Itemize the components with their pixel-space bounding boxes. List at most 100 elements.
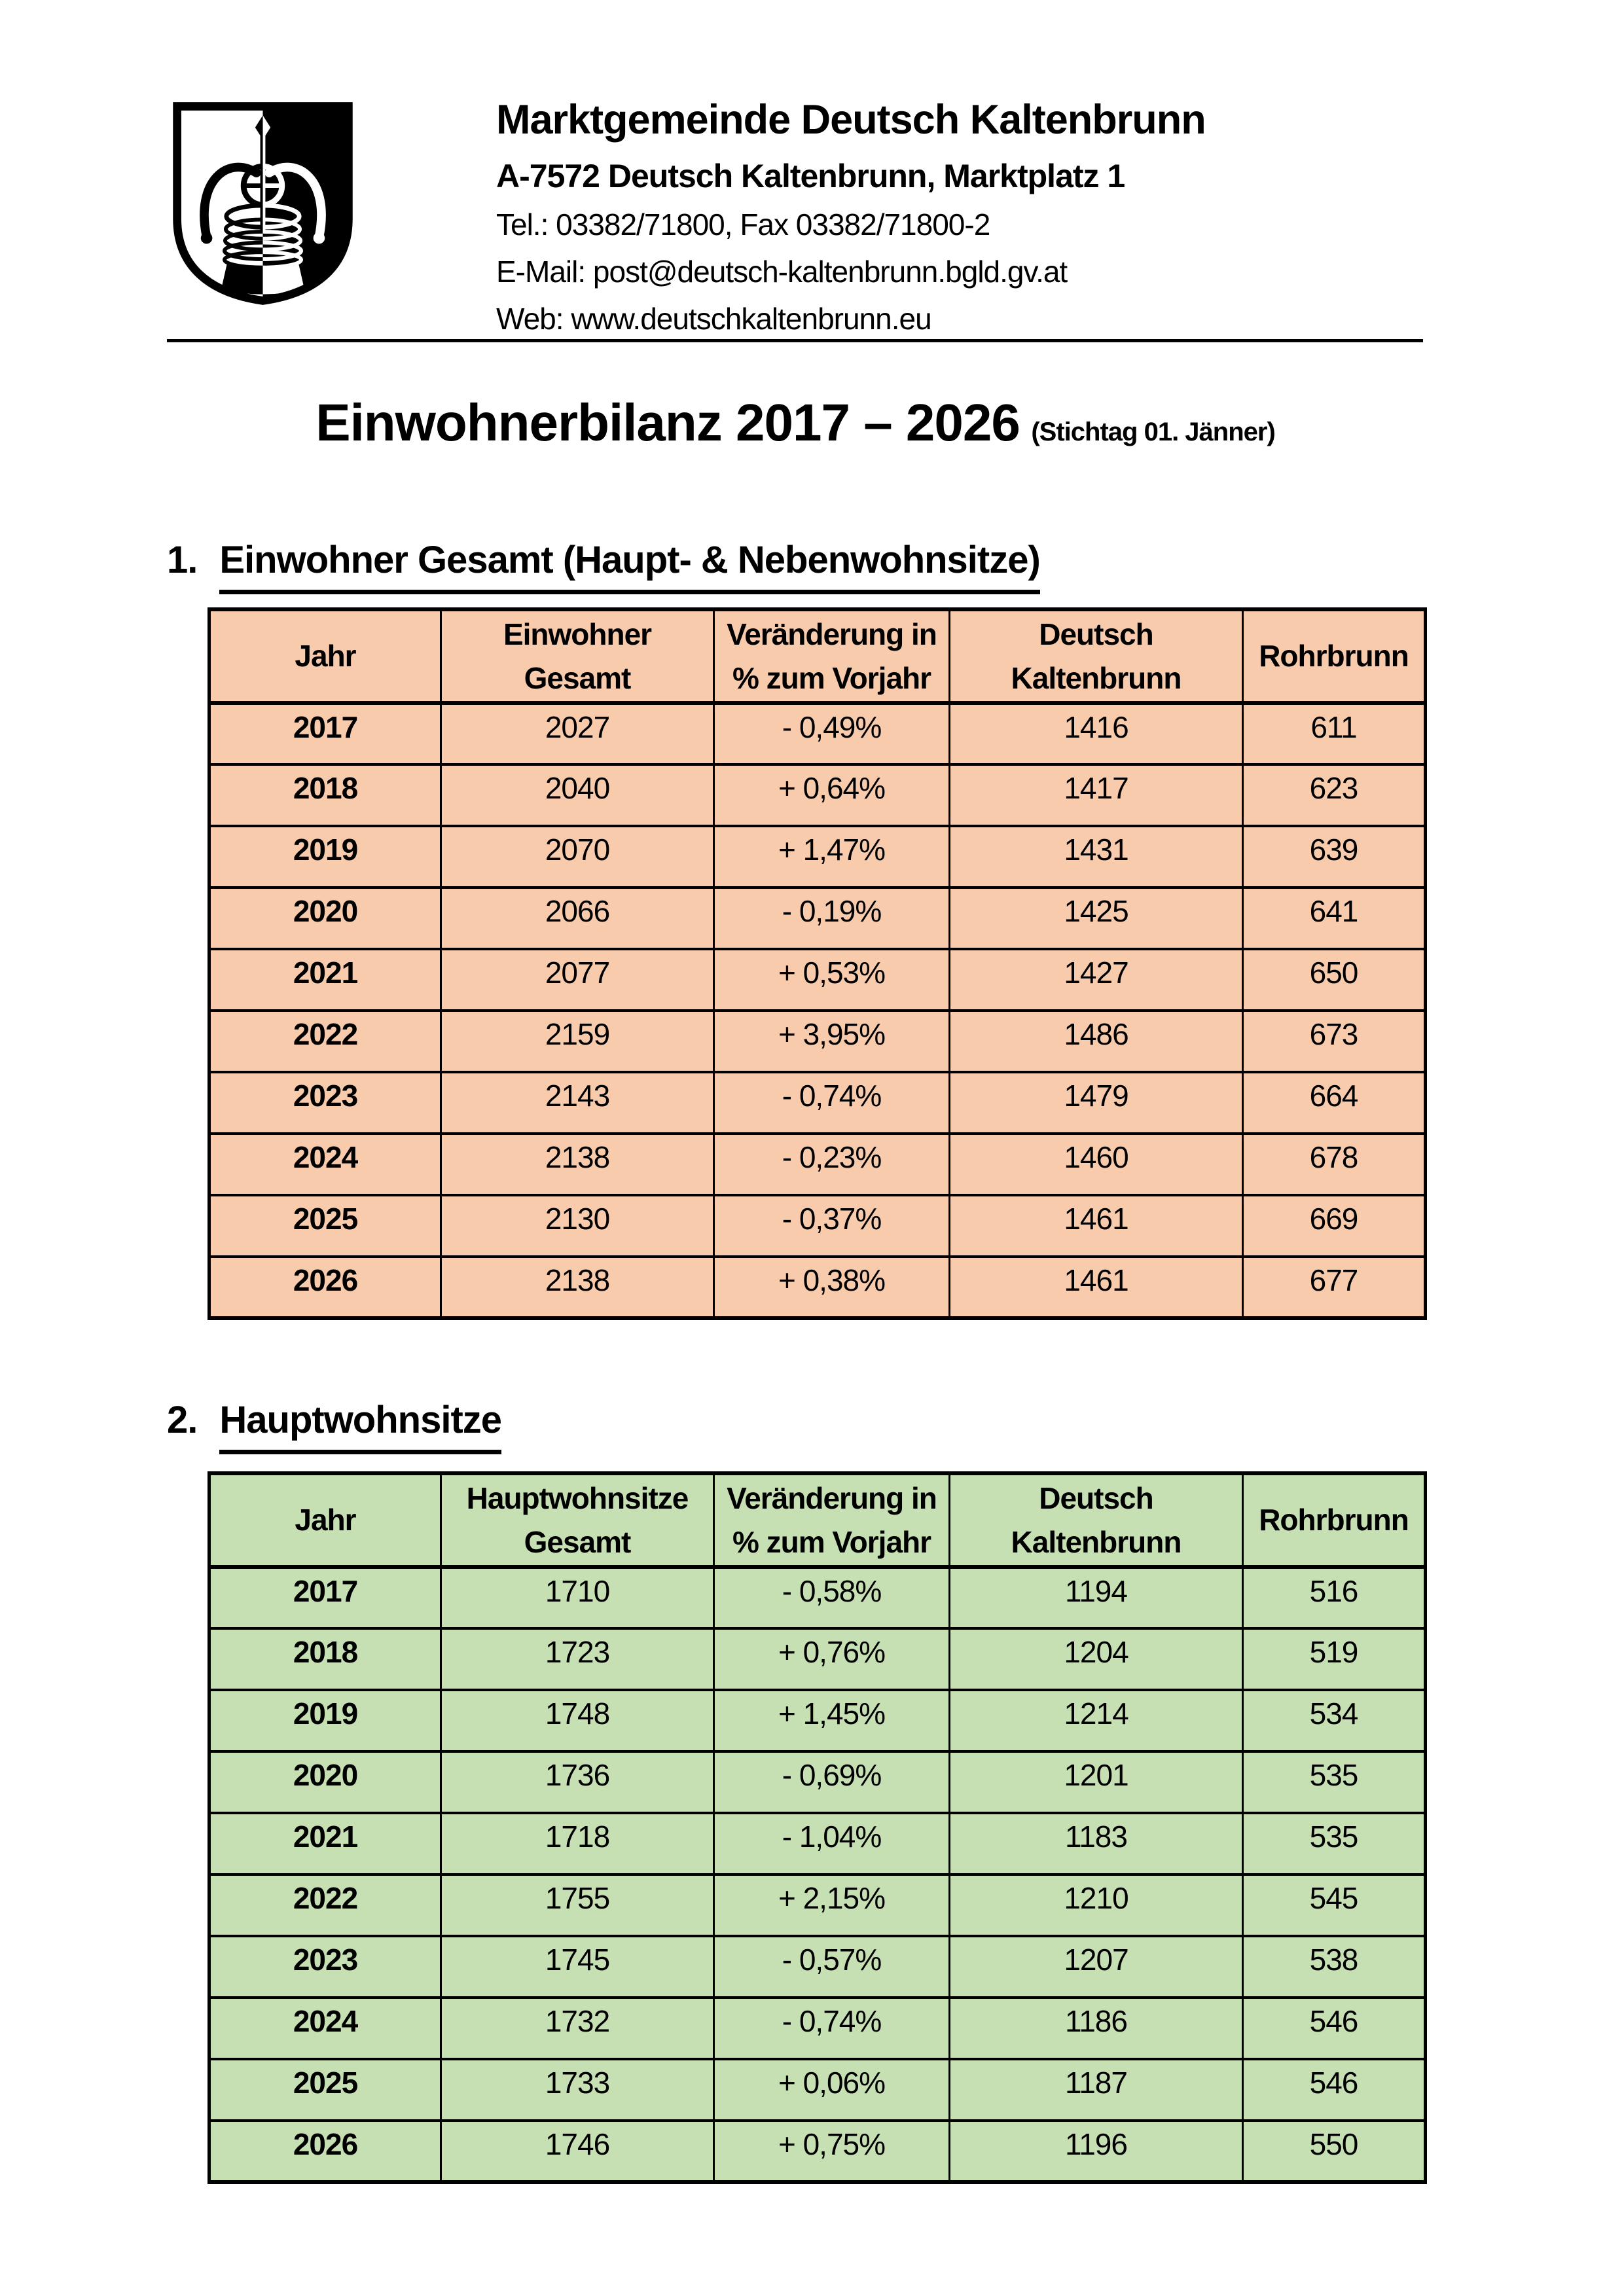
year-cell: 2023 xyxy=(208,1935,442,1999)
value-cell: + 0,53% xyxy=(713,948,950,1012)
value-cell: - 0,57% xyxy=(713,1935,950,1999)
value-cell: 1196 xyxy=(948,2119,1244,2184)
value-cell: 2138 xyxy=(440,1255,715,1320)
year-cell: 2025 xyxy=(208,1194,442,1258)
value-cell: 1194 xyxy=(948,1566,1244,1630)
value-cell: 1210 xyxy=(948,1873,1244,1937)
table-row: 2017 2027- 0,49% 1416 611 xyxy=(208,702,1427,766)
table-row: 2020 1736- 0,69% 1201 535 xyxy=(208,1750,1427,1814)
value-cell: 1425 xyxy=(948,886,1244,950)
value-cell: 1723 xyxy=(440,1627,715,1691)
table-row: 2022 2159 + 3,95% 1486 673 xyxy=(208,1009,1427,1073)
table-header-row: Jahr Einwohner Gesamt Veränderung in % zum… xyxy=(208,607,1427,705)
year-cell: 2018 xyxy=(208,763,442,827)
section-heading-text: Hauptwohnsitze xyxy=(219,1398,502,1454)
table-row: 2021 1718- 1,04% 1183 535 xyxy=(208,1812,1427,1876)
value-cell: 545 xyxy=(1242,1873,1427,1937)
year-cell: 2024 xyxy=(208,1996,442,2060)
value-cell: 1460 xyxy=(948,1132,1244,1196)
value-cell: + 0,75% xyxy=(713,2119,950,2184)
table-row: 2025 1733 + 0,06% 1187 546 xyxy=(208,2058,1427,2122)
table-row: 2024 2138- 0,23% 1460 678 xyxy=(208,1132,1427,1196)
organization-address: A-7572 Deutsch Kaltenbrunn, Marktplatz 1 xyxy=(496,158,1125,195)
table-row: 2019 2070 + 1,47% 1431 639 xyxy=(208,825,1427,889)
value-cell: 1214 xyxy=(948,1689,1244,1753)
value-cell: + 0,38% xyxy=(713,1255,950,1320)
year-cell: 2026 xyxy=(208,2119,442,2184)
coat-of-arms-shield-icon xyxy=(167,97,359,309)
section-heading-hauptwohnsitze: 2. Hauptwohnsitze xyxy=(167,1398,502,1454)
value-cell: 673 xyxy=(1242,1009,1427,1073)
value-cell: 677 xyxy=(1242,1255,1427,1320)
table-row: 2026 1746 + 0,75% 1196 550 xyxy=(208,2119,1427,2184)
value-cell: + 1,47% xyxy=(713,825,950,889)
value-cell: 2040 xyxy=(440,763,715,827)
value-cell: 1736 xyxy=(440,1750,715,1814)
value-cell: 538 xyxy=(1242,1935,1427,1999)
value-cell: 1748 xyxy=(440,1689,715,1753)
value-cell: 1204 xyxy=(948,1627,1244,1691)
value-cell: 611 xyxy=(1242,702,1427,766)
column-header: Einwohner Gesamt xyxy=(440,607,715,705)
year-cell: 2021 xyxy=(208,948,442,1012)
value-cell: 2130 xyxy=(440,1194,715,1258)
year-cell: 2018 xyxy=(208,1627,442,1691)
table-einwohner-gesamt: Jahr Einwohner Gesamt Veränderung in % zum… xyxy=(208,607,1427,1320)
value-cell: 641 xyxy=(1242,886,1427,950)
value-cell: 1183 xyxy=(948,1812,1244,1876)
value-cell: 2066 xyxy=(440,886,715,950)
value-cell: 2143 xyxy=(440,1071,715,1135)
value-cell: 1207 xyxy=(948,1935,1244,1999)
value-cell: 2070 xyxy=(440,825,715,889)
value-cell: 2027 xyxy=(440,702,715,766)
table-row: 2021 2077 + 0,53% 1427 650 xyxy=(208,948,1427,1012)
value-cell: 550 xyxy=(1242,2119,1427,2184)
value-cell: 546 xyxy=(1242,1996,1427,2060)
value-cell: 535 xyxy=(1242,1750,1427,1814)
value-cell: 1431 xyxy=(948,825,1244,889)
year-cell: 2017 xyxy=(208,1566,442,1630)
year-cell: 2024 xyxy=(208,1132,442,1196)
section-number: 2. xyxy=(167,1399,198,1441)
value-cell: 1755 xyxy=(440,1873,715,1937)
column-header: Veränderung in % zum Vorjahr xyxy=(713,607,950,705)
table-row: 2017 1710- 0,58% 1194 516 xyxy=(208,1566,1427,1630)
section-heading-text: Einwohner Gesamt (Haupt- & Nebenwohnsitz… xyxy=(219,538,1041,594)
value-cell: 1718 xyxy=(440,1812,715,1876)
section-heading-einwohner-gesamt: 1. Einwohner Gesamt (Haupt- & Nebenwohnsi… xyxy=(167,538,1041,594)
value-cell: - 0,58% xyxy=(713,1566,950,1630)
letterhead: Marktgemeinde Deutsch Kaltenbrunn A-7572… xyxy=(167,97,1206,336)
year-cell: 2019 xyxy=(208,1689,442,1753)
value-cell: - 0,23% xyxy=(713,1132,950,1196)
value-cell: 1201 xyxy=(948,1750,1244,1814)
table-row: 2018 1723 + 0,76% 1204 519 xyxy=(208,1627,1427,1691)
document-title-suffix: (Stichtag 01. Jänner) xyxy=(1031,418,1275,446)
column-header: Jahr xyxy=(208,607,442,705)
year-cell: 2022 xyxy=(208,1009,442,1073)
document-title: Einwohnerbilanz 2017 – 2026 (Stichtag 01… xyxy=(167,393,1424,453)
value-cell: 519 xyxy=(1242,1627,1427,1691)
value-cell: 1746 xyxy=(440,2119,715,2184)
value-cell: 1745 xyxy=(440,1935,715,1999)
year-cell: 2022 xyxy=(208,1873,442,1937)
value-cell: 678 xyxy=(1242,1132,1427,1196)
column-header: Deutsch Kaltenbrunn xyxy=(948,607,1244,705)
value-cell: - 0,74% xyxy=(713,1071,950,1135)
letterhead-divider xyxy=(167,339,1423,342)
value-cell: 1186 xyxy=(948,1996,1244,2060)
value-cell: + 2,15% xyxy=(713,1873,950,1937)
table-row: 2019 1748 + 1,45% 1214 534 xyxy=(208,1689,1427,1753)
value-cell: 1461 xyxy=(948,1194,1244,1258)
value-cell: 1417 xyxy=(948,763,1244,827)
year-cell: 2020 xyxy=(208,1750,442,1814)
year-cell: 2025 xyxy=(208,2058,442,2122)
table-row: 2022 1755 + 2,15% 1210 545 xyxy=(208,1873,1427,1937)
column-header: Rohrbrunn xyxy=(1242,607,1427,705)
value-cell: 2159 xyxy=(440,1009,715,1073)
organization-phone-fax: Tel.: 03382/71800, Fax 03382/71800-2 xyxy=(496,207,990,242)
value-cell: 1710 xyxy=(440,1566,715,1630)
column-header: Hauptwohnsitze Gesamt xyxy=(440,1471,715,1569)
value-cell: 1187 xyxy=(948,2058,1244,2122)
value-cell: 2077 xyxy=(440,948,715,1012)
